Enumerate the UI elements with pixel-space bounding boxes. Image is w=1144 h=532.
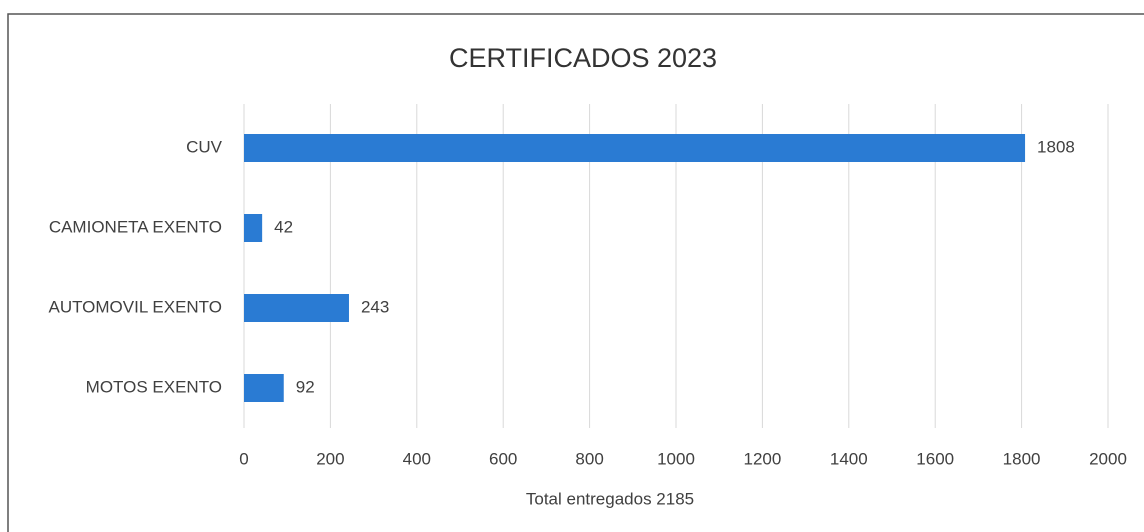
bar [244,294,349,322]
chart-frame [7,13,1144,532]
y-tick-label: MOTOS EXENTO [86,377,222,396]
x-tick-label: 0 [239,449,248,468]
value-label: 42 [274,217,293,236]
chart-title: CERTIFICADOS 2023 [449,43,717,73]
value-label: 92 [296,377,315,396]
y-tick-label: AUTOMOVIL EXENTO [48,297,222,316]
x-tick-label: 400 [403,449,431,468]
x-tick-label: 800 [575,449,603,468]
x-tick-label: 1200 [743,449,781,468]
x-axis-label: Total entregados 2185 [526,489,694,508]
x-tick-label: 1000 [657,449,695,468]
bar [244,374,284,402]
value-label: 243 [361,297,389,316]
x-tick-label: 2000 [1089,449,1127,468]
y-tick-label: CAMIONETA EXENTO [49,217,222,236]
bar [244,134,1026,162]
x-tick-label: 600 [489,449,517,468]
x-tick-label: 1400 [830,449,868,468]
x-tick-label: 200 [316,449,344,468]
y-tick-label: CUV [186,137,223,156]
x-tick-label: 1600 [916,449,954,468]
bar [244,214,263,242]
value-label: 1808 [1037,137,1075,156]
x-tick-label: 1800 [1003,449,1041,468]
